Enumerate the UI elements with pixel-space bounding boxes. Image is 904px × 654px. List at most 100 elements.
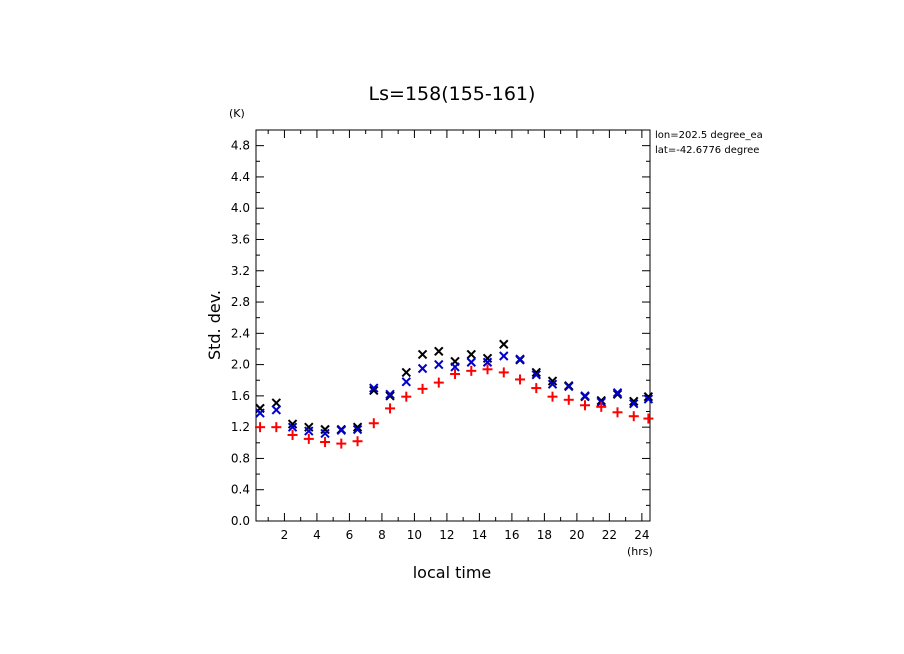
data-point: [482, 364, 493, 375]
x-tick-label: 10: [407, 528, 422, 542]
data-point: [466, 365, 477, 376]
data-point: [304, 426, 314, 436]
data-point: [450, 368, 461, 379]
data-point: [401, 391, 412, 402]
data-point: [643, 391, 654, 402]
data-point: [434, 359, 444, 370]
y-tick-label: 0.8: [231, 451, 250, 465]
data-point: [612, 407, 623, 418]
data-point: [466, 349, 476, 360]
plot-frame: [255, 129, 651, 522]
lon-annotation: lon=202.5 degree_ea: [655, 130, 763, 141]
x-tick-label: 8: [378, 528, 386, 542]
data-point: [433, 377, 444, 388]
data-point: [369, 383, 379, 393]
x-unit: (hrs): [627, 545, 653, 558]
data-point: [352, 436, 363, 447]
data-point: [643, 394, 654, 404]
y-tick-label: 3.2: [231, 264, 250, 278]
data-point: [499, 339, 509, 349]
data-point: [629, 396, 639, 407]
data-point: [612, 389, 623, 400]
data-point: [401, 377, 411, 387]
data-point: [466, 357, 476, 367]
data-point: [417, 383, 428, 394]
x-axis-title: local time: [413, 563, 492, 582]
data-point: [434, 346, 444, 357]
data-point: [320, 437, 331, 448]
data-point: [352, 424, 363, 435]
x-tick-label: 16: [504, 528, 519, 542]
data-point: [547, 379, 558, 389]
data-point: [271, 422, 282, 433]
data-point: [596, 395, 606, 406]
data-point: [368, 418, 379, 429]
x-tick-label: 2: [281, 528, 289, 542]
data-point: [320, 424, 330, 435]
y-tick-label: 4.4: [231, 170, 250, 184]
data-point: [564, 381, 574, 392]
data-point: [352, 422, 363, 432]
data-point: [515, 374, 526, 385]
data-point: [271, 398, 282, 408]
data-point: [255, 422, 266, 433]
data-point: [304, 422, 314, 432]
data-point: [596, 401, 607, 412]
y-unit: (K): [229, 107, 245, 120]
data-point: [547, 391, 558, 402]
x-tick-label: 18: [537, 528, 552, 542]
x-tick-label: 12: [439, 528, 454, 542]
y-tick-label: 1.2: [231, 420, 250, 434]
data-point: [369, 385, 379, 396]
y-tick-label: 4.8: [231, 139, 250, 153]
data-point: [563, 394, 574, 405]
data-point: [320, 428, 330, 439]
data-point: [385, 403, 396, 414]
x-tick-label: 24: [634, 528, 649, 542]
data-point: [580, 400, 591, 411]
data-point: [450, 362, 460, 372]
data-point: [287, 429, 298, 440]
x-tick-label: 22: [602, 528, 617, 542]
x-tick-label: 20: [569, 528, 584, 542]
data-point: [336, 438, 347, 449]
data-point: [385, 391, 395, 401]
data-point: [303, 433, 314, 444]
lat-annotation: lat=-42.6776 degree: [655, 145, 759, 156]
data-point: [629, 398, 639, 409]
data-point: [287, 419, 298, 429]
data-point: [417, 349, 428, 360]
data-point: [255, 408, 265, 418]
data-point: [628, 411, 639, 422]
y-axis-title: Std. dev.: [205, 290, 224, 360]
y-tick-label: 1.6: [231, 389, 250, 403]
x-tick-label: 4: [313, 528, 321, 542]
data-point: [580, 391, 590, 401]
data-point: [547, 376, 558, 386]
data-point: [531, 367, 541, 378]
data-point: [531, 370, 541, 380]
y-tick-label: 2.8: [231, 295, 250, 309]
data-point: [499, 351, 509, 361]
data-point: [498, 367, 509, 378]
data-point: [643, 413, 654, 424]
x-tick-label: 6: [346, 528, 354, 542]
y-tick-label: 3.6: [231, 232, 250, 246]
data-point: [336, 425, 347, 435]
y-tick-label: 2.4: [231, 326, 250, 340]
y-tick-label: 0.0: [231, 514, 250, 528]
y-tick-label: 2.0: [231, 358, 250, 372]
data-point: [401, 367, 411, 378]
y-tick-label: 0.4: [231, 483, 250, 497]
data-point: [385, 389, 395, 400]
data-point: [482, 357, 493, 367]
chart-title: Ls=158(155-161): [369, 83, 536, 105]
data-point: [531, 383, 542, 394]
data-point: [287, 422, 298, 432]
y-tick-label: 4.0: [231, 201, 250, 215]
data-point: [271, 405, 282, 415]
data-point: [515, 354, 525, 364]
data-point: [417, 363, 428, 374]
x-tick-label: 14: [472, 528, 487, 542]
